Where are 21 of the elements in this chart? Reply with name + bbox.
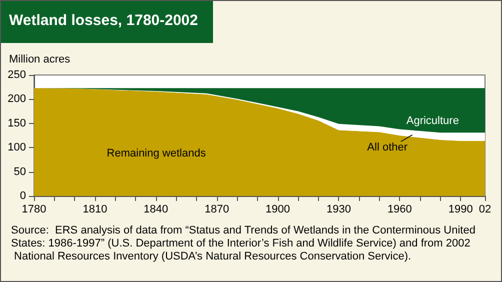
y-axis-title: Million acres — [9, 54, 71, 66]
y-tick-label: 200 — [8, 93, 26, 106]
y-tick-label: 0 — [20, 190, 26, 202]
x-tick-label: 1810 — [82, 204, 108, 216]
y-tick-label: 250 — [8, 69, 26, 81]
x-tick-label: 1840 — [144, 204, 168, 216]
series-label: Agriculture — [406, 114, 459, 127]
y-tick-label: 150 — [8, 117, 26, 130]
series-label: All other — [367, 142, 408, 154]
x-tick-label: 02 — [478, 204, 492, 216]
source-note: Source: ERS analysis of data from “Status and Trends of Wetlands in the Conterminous United States: 1986-1997” (U.S. Department of the Interior’s Fish and Wildlife Service) and from 2002 National Resources Inventory (USDA’s Natural Resources Conservation Service). — [11, 224, 479, 262]
chart-title: Wetland losses, 1780-2002 — [9, 12, 198, 29]
y-tick-label: 50 — [14, 166, 26, 178]
series-label: Remaining wetlands — [106, 148, 206, 160]
x-tick-label: 1780 — [22, 204, 46, 216]
x-tick-label: 1990 — [448, 204, 473, 216]
x-tick-label: 1900 — [266, 204, 290, 216]
y-tick-label: 100 — [8, 142, 26, 154]
x-tick-label: 1870 — [204, 204, 230, 216]
x-tick-label: 1930 — [326, 204, 351, 216]
x-tick-label: 1960 — [387, 204, 412, 216]
